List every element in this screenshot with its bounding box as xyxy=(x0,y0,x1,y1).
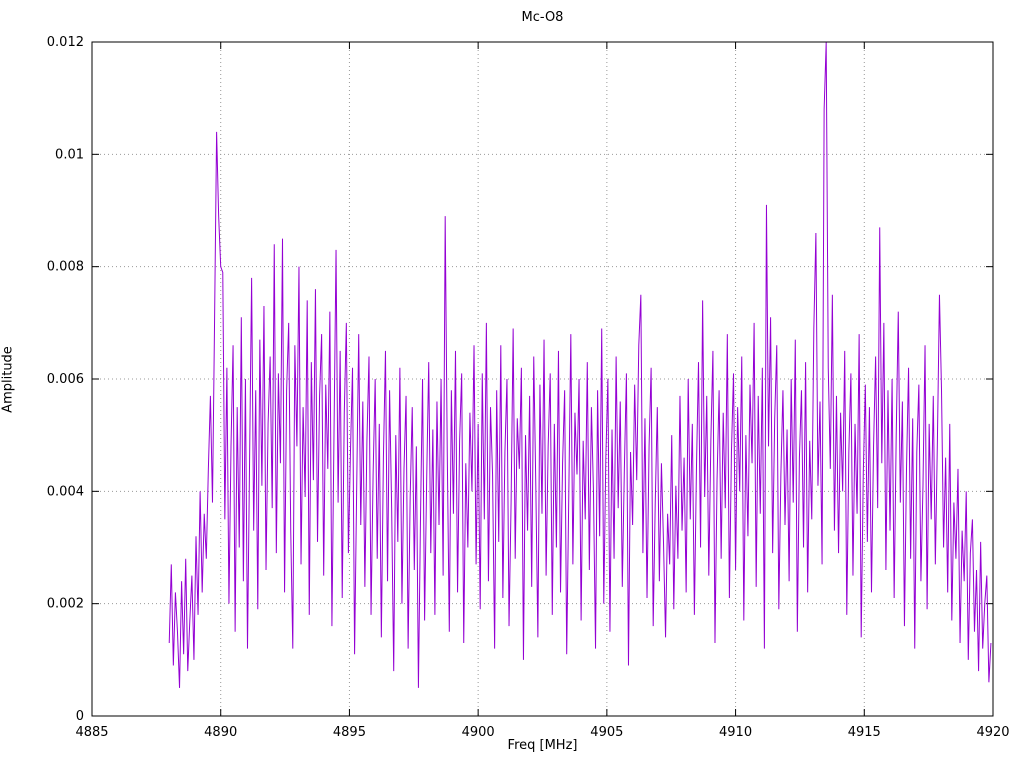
y-tick-label: 0 xyxy=(76,709,84,724)
x-tick-label: 4890 xyxy=(204,725,237,740)
y-axis-label: Amplitude xyxy=(0,346,16,413)
x-tick-label: 4900 xyxy=(462,725,495,740)
x-tick-label: 4895 xyxy=(333,725,366,740)
x-tick-label: 4910 xyxy=(719,725,752,740)
x-tick-label: 4885 xyxy=(75,725,108,740)
y-tick-label: 0.01 xyxy=(55,147,84,162)
y-tick-label: 0.004 xyxy=(47,484,84,499)
x-tick-label: 4915 xyxy=(848,725,881,740)
plot-border xyxy=(91,41,994,717)
y-tick-label: 0.006 xyxy=(47,372,84,387)
x-tick-label: 4920 xyxy=(976,725,1009,740)
chart-title: Mc-O8 xyxy=(521,10,564,25)
y-tick-label: 0.012 xyxy=(47,35,84,50)
x-axis-label: Freq [MHz] xyxy=(507,738,578,753)
y-tick-label: 0.002 xyxy=(47,597,84,612)
y-tick-label: 0.008 xyxy=(47,260,84,275)
x-tick-label: 4905 xyxy=(590,725,623,740)
spectrum-series-line xyxy=(168,41,992,688)
